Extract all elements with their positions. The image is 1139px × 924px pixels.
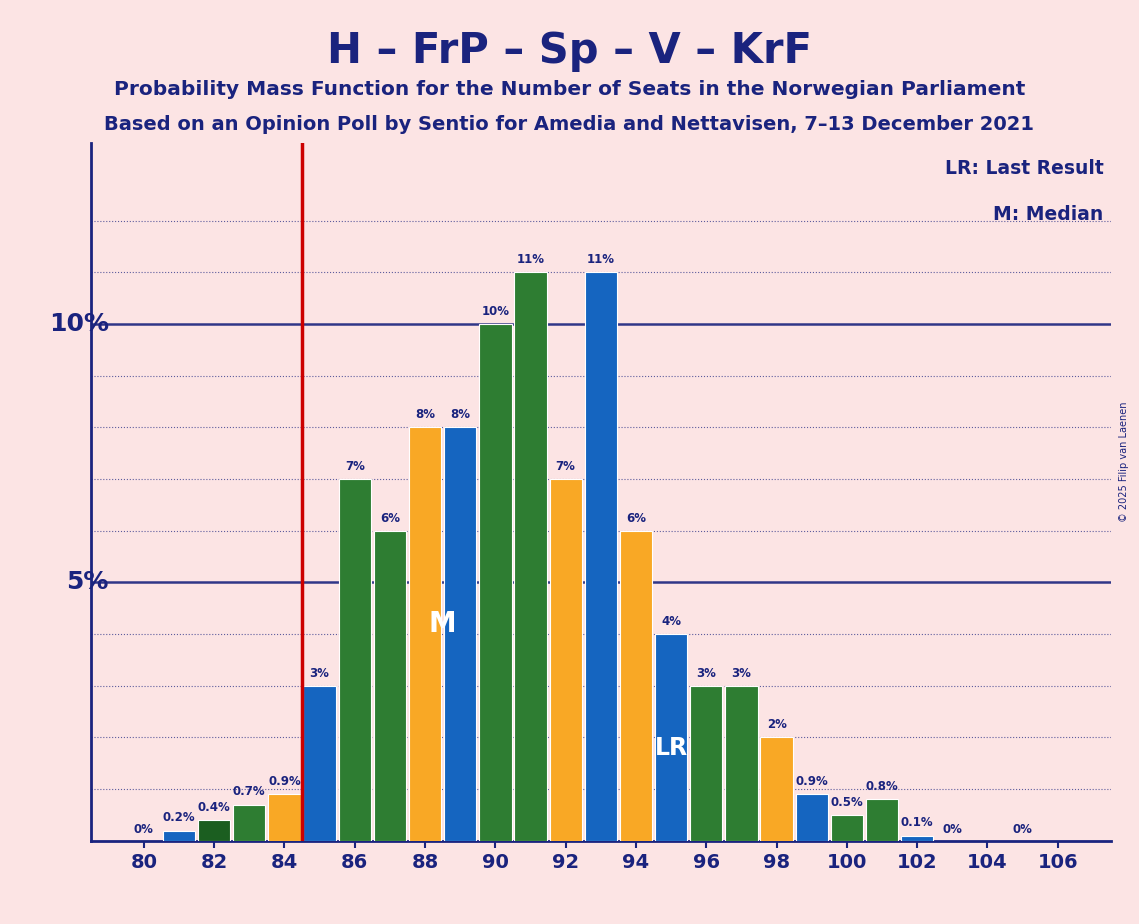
Bar [830, 815, 863, 841]
Text: 10%: 10% [49, 312, 108, 336]
Text: LR: LR [655, 736, 688, 760]
Text: 0.9%: 0.9% [795, 775, 828, 788]
Text: 4%: 4% [661, 615, 681, 628]
Bar [163, 831, 195, 841]
Text: 0.4%: 0.4% [198, 801, 230, 814]
Text: Based on an Opinion Poll by Sentio for Amedia and Nettavisen, 7–13 December 2021: Based on an Opinion Poll by Sentio for A… [105, 115, 1034, 134]
Text: 7%: 7% [556, 460, 575, 473]
Text: 0.8%: 0.8% [866, 780, 899, 794]
Text: 7%: 7% [345, 460, 364, 473]
Text: 2%: 2% [767, 718, 787, 731]
Text: 0%: 0% [1013, 822, 1033, 835]
Text: 0.1%: 0.1% [901, 817, 934, 830]
Text: 0.5%: 0.5% [830, 796, 863, 808]
Text: 0%: 0% [942, 822, 962, 835]
Bar [444, 428, 476, 841]
Text: M: M [428, 610, 457, 638]
Text: Probability Mass Function for the Number of Seats in the Norwegian Parliament: Probability Mass Function for the Number… [114, 80, 1025, 100]
Text: 8%: 8% [450, 408, 470, 421]
Text: 6%: 6% [380, 512, 400, 525]
Text: 0.7%: 0.7% [233, 785, 265, 798]
Text: 11%: 11% [587, 253, 615, 266]
Text: M: Median: M: Median [993, 205, 1104, 225]
Bar [303, 686, 336, 841]
Text: LR: Last Result: LR: Last Result [944, 159, 1104, 177]
Text: 3%: 3% [731, 666, 752, 680]
Text: 10%: 10% [482, 305, 509, 318]
Text: H – FrP – Sp – V – KrF: H – FrP – Sp – V – KrF [327, 30, 812, 71]
Text: 0.2%: 0.2% [163, 811, 195, 824]
Text: 3%: 3% [696, 666, 716, 680]
Bar [409, 428, 441, 841]
Bar [480, 324, 511, 841]
Bar [761, 737, 793, 841]
Text: 11%: 11% [516, 253, 544, 266]
Text: 0.9%: 0.9% [268, 775, 301, 788]
Bar [198, 821, 230, 841]
Bar [515, 273, 547, 841]
Bar [901, 835, 933, 841]
Bar [233, 805, 265, 841]
Text: 0%: 0% [134, 822, 154, 835]
Text: 6%: 6% [626, 512, 646, 525]
Bar [584, 273, 617, 841]
Bar [620, 530, 653, 841]
Bar [655, 634, 687, 841]
Bar [866, 799, 899, 841]
Bar [726, 686, 757, 841]
Bar [549, 480, 582, 841]
Bar [338, 480, 371, 841]
Text: 5%: 5% [66, 570, 108, 594]
Text: 8%: 8% [415, 408, 435, 421]
Bar [269, 795, 301, 841]
Text: 3%: 3% [310, 666, 329, 680]
Bar [795, 795, 828, 841]
Bar [690, 686, 722, 841]
Text: © 2025 Filip van Laenen: © 2025 Filip van Laenen [1120, 402, 1129, 522]
Bar [374, 530, 407, 841]
